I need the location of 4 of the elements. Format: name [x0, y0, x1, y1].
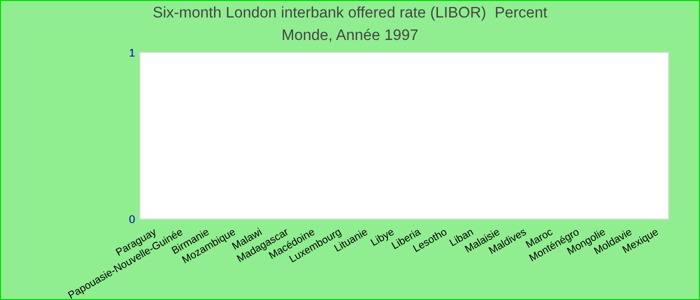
y-tick-label: 0 [129, 215, 135, 224]
chart-title: Six-month London interbank offered rate (LIBOR) Percent [153, 6, 548, 21]
y-tick-label: 1 [130, 48, 135, 57]
chart-subtitle: Monde, Année 1997 [282, 28, 418, 42]
